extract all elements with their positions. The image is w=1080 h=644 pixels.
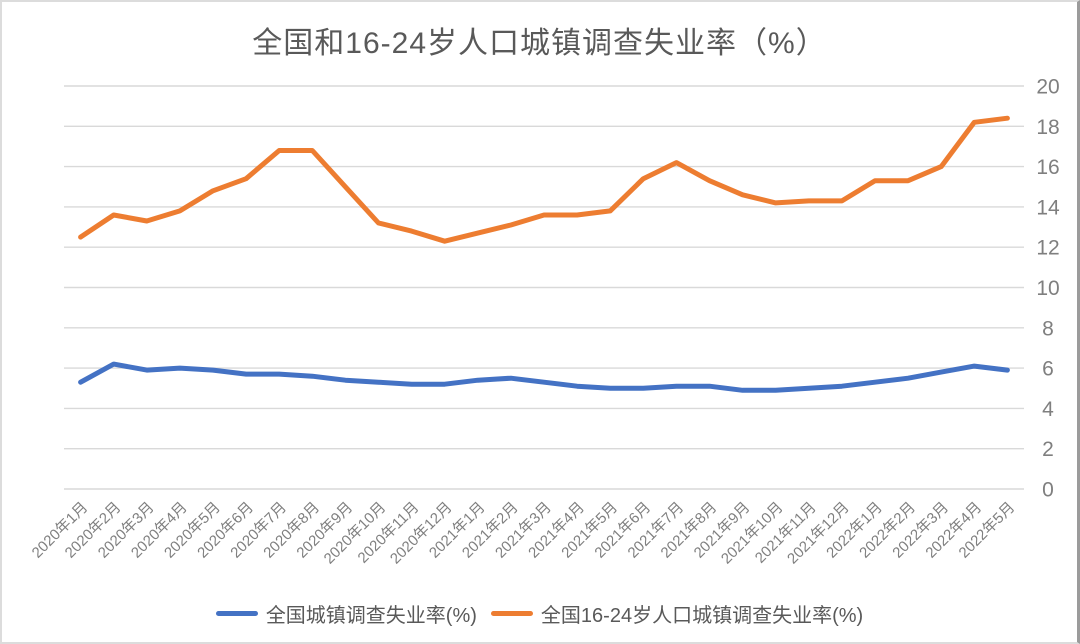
series-line-national [78,361,1010,393]
y-axis-tick-label: 0 [1042,479,1054,502]
legend-line-swatch-youth [490,611,533,616]
legend-label-youth: 全国16-24岁人口城镇调查失业率(%) [540,605,864,627]
legend-item-youth: 全国16-24岁人口城镇调查失业率(%) [490,599,864,628]
y-axis-tick-label: 16 [1036,156,1059,179]
y-axis-tick-label: 6 [1042,358,1054,381]
y-axis-tick-label: 4 [1042,398,1054,421]
y-axis-tick-label: 12 [1036,237,1059,260]
chart-title: 全国和16-24岁人口城镇调查失业率（%） [252,27,827,60]
chart-legend: 全国城镇调查失业率(%) 全国16-24岁人口城镇调查失业率(%) [2,599,1077,628]
legend-line-swatch-national [215,611,258,616]
y-axis-tick-label: 18 [1036,116,1059,139]
y-axis-tick-label: 20 [1036,76,1059,99]
y-axis-tick-label: 10 [1036,277,1059,300]
series-line-youth [78,115,1010,244]
legend-label-national: 全国城镇调查失业率(%) [265,605,477,627]
y-axis-tick-label: 8 [1042,317,1054,340]
y-axis-tick-label: 14 [1036,196,1060,219]
y-axis-tick-label: 2 [1042,438,1054,461]
legend-item-national: 全国城镇调查失业率(%) [215,599,477,628]
plot-area: 024681012141618202020年1月2020年2月2020年3月20… [29,76,1060,568]
